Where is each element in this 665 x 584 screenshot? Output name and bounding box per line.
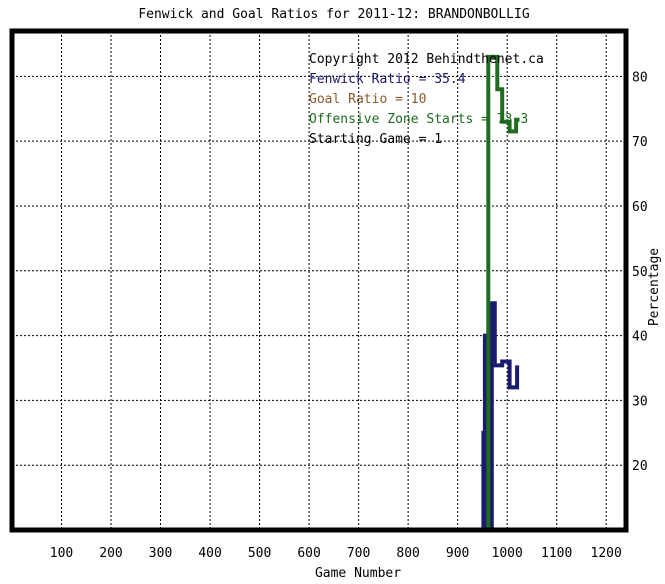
x-tick-label: 500 xyxy=(248,546,271,561)
series-line-fenwick-ratio xyxy=(481,301,520,532)
y-tick-label: 20 xyxy=(632,459,648,474)
offensive-zone-starts-annotation: Offensive Zone Starts = 73.3 xyxy=(309,112,528,127)
x-tick-label: 900 xyxy=(446,546,469,561)
y-axis-label: Percentage xyxy=(647,248,662,326)
fenwick-ratio-annotation: Fenwick Ratio = 35.4 xyxy=(309,72,466,87)
x-tick-label: 700 xyxy=(347,546,370,561)
goal-ratio-annotation: Goal Ratio = 10 xyxy=(309,92,426,107)
y-tick-label: 30 xyxy=(632,394,648,409)
y-tick-labels: 20 30 40 50 60 70 80 xyxy=(632,70,648,474)
series-lines xyxy=(481,54,520,532)
y-tick-label: 70 xyxy=(632,135,648,150)
chart-title: Fenwick and Goal Ratios for 2011-12: BRA… xyxy=(138,7,530,22)
starting-game-annotation: Starting Game = 1 xyxy=(309,132,442,147)
x-tick-label: 1200 xyxy=(591,546,622,561)
legend-annotations: Copyright 2012 Behindthenet.ca Fenwick R… xyxy=(309,52,544,147)
y-tick-label: 50 xyxy=(632,265,648,280)
x-axis-label: Game Number xyxy=(315,566,401,580)
x-tick-label: 800 xyxy=(396,546,419,561)
y-tick-label: 40 xyxy=(632,330,648,345)
x-tick-label: 600 xyxy=(297,546,320,561)
x-tick-labels: 100 200 300 400 500 600 700 800 900 1000 1100 1200 xyxy=(50,546,622,561)
x-tick-label: 200 xyxy=(99,546,122,561)
plot-frame xyxy=(9,28,629,533)
x-tick-label: 1100 xyxy=(541,546,572,561)
grid-lines xyxy=(12,31,626,530)
y-tick-label: 60 xyxy=(632,200,648,215)
series-line-offensive-zone-starts xyxy=(486,54,520,530)
x-tick-label: 300 xyxy=(149,546,172,561)
x-tick-label: 400 xyxy=(198,546,221,561)
y-tick-label: 80 xyxy=(632,70,648,85)
x-tick-label: 1000 xyxy=(492,546,523,561)
copyright-annotation: Copyright 2012 Behindthenet.ca xyxy=(309,52,544,67)
x-tick-label: 100 xyxy=(50,546,73,561)
